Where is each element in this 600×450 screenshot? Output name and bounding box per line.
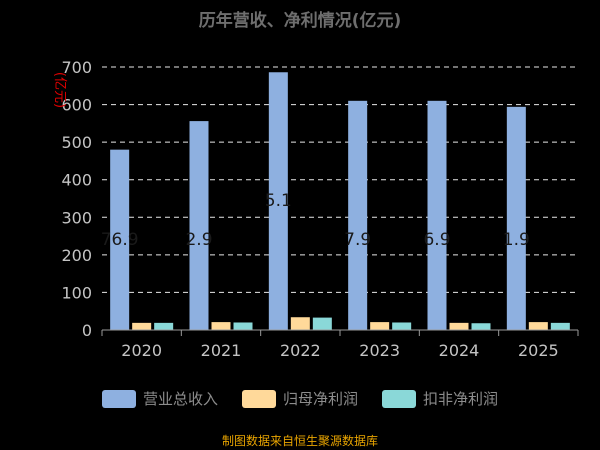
legend-item-revenue[interactable]: 营业总收入: [101, 388, 218, 409]
y-tick-label: 500: [61, 133, 92, 152]
chart-legend: 营业总收入 归母净利润 扣非净利润: [0, 388, 600, 409]
chart-title: 历年营收、净利情况(亿元): [198, 11, 402, 31]
legend-label-deducted-net-profit: 扣非净利润: [423, 390, 499, 408]
value-annotation: 6.9: [423, 230, 450, 250]
x-tick-label: 2022: [280, 341, 321, 360]
legend-label-net-profit: 归母净利润: [282, 390, 358, 408]
bar-net-profit-2022[interactable]: [290, 317, 310, 330]
value-annotation: 5.1: [265, 191, 292, 211]
legend-swatch-revenue: [101, 389, 136, 408]
bar-revenue-2025[interactable]: [506, 106, 526, 330]
legend-swatch-deducted-net-profit: [382, 389, 416, 408]
bar-net-profit-2025[interactable]: [528, 322, 548, 330]
value-annotation: 2.9: [185, 230, 212, 250]
x-tick-label: 2020: [121, 341, 162, 360]
y-tick-label: 0: [82, 321, 92, 340]
legend-label-revenue: 营业总收入: [142, 390, 218, 408]
x-tick-label: 2024: [439, 341, 480, 360]
bar-deducted-net-profit-2025[interactable]: [550, 322, 570, 330]
bar-revenue-2021[interactable]: [189, 121, 209, 330]
y-tick-label: 400: [61, 171, 92, 190]
value-annotation: 1.9: [503, 230, 530, 250]
bar-deducted-net-profit-2020[interactable]: [154, 322, 174, 330]
legend-item-deducted-net-profit[interactable]: 扣非净利润: [382, 388, 498, 409]
y-tick-label: 700: [61, 58, 92, 77]
y-tick-label: 600: [61, 96, 92, 115]
y-tick-label: 300: [61, 208, 92, 227]
legend-item-net-profit[interactable]: 归母净利润: [241, 388, 358, 409]
bar-deducted-net-profit-2024[interactable]: [471, 323, 491, 330]
bar-deducted-net-profit-2023[interactable]: [392, 322, 412, 330]
bar-revenue-2022[interactable]: [268, 72, 288, 330]
bar-net-profit-2023[interactable]: [370, 322, 390, 330]
value-annotation: 7.9: [344, 230, 371, 250]
y-axis-unit-label: (亿元): [52, 72, 67, 108]
y-tick-label: 200: [61, 246, 92, 265]
legend-swatch-net-profit: [241, 389, 276, 408]
x-tick-label: 2025: [518, 341, 559, 360]
bar-net-profit-2024[interactable]: [449, 322, 469, 330]
bar-revenue-2023[interactable]: [348, 100, 368, 330]
bar-net-profit-2021[interactable]: [211, 322, 231, 330]
bar-revenue-2024[interactable]: [427, 100, 447, 330]
x-tick-label: 2023: [359, 341, 400, 360]
source-note: 制图数据来自恒生聚源数据库: [221, 434, 378, 448]
value-annotation: 76.9: [101, 230, 139, 250]
bar-net-profit-2020[interactable]: [132, 322, 152, 330]
x-tick-label: 2021: [201, 341, 242, 360]
bar-deducted-net-profit-2022[interactable]: [312, 317, 332, 330]
bar-deducted-net-profit-2021[interactable]: [233, 322, 253, 330]
bar-revenue-2020[interactable]: [110, 149, 130, 330]
y-tick-label: 100: [61, 283, 92, 302]
